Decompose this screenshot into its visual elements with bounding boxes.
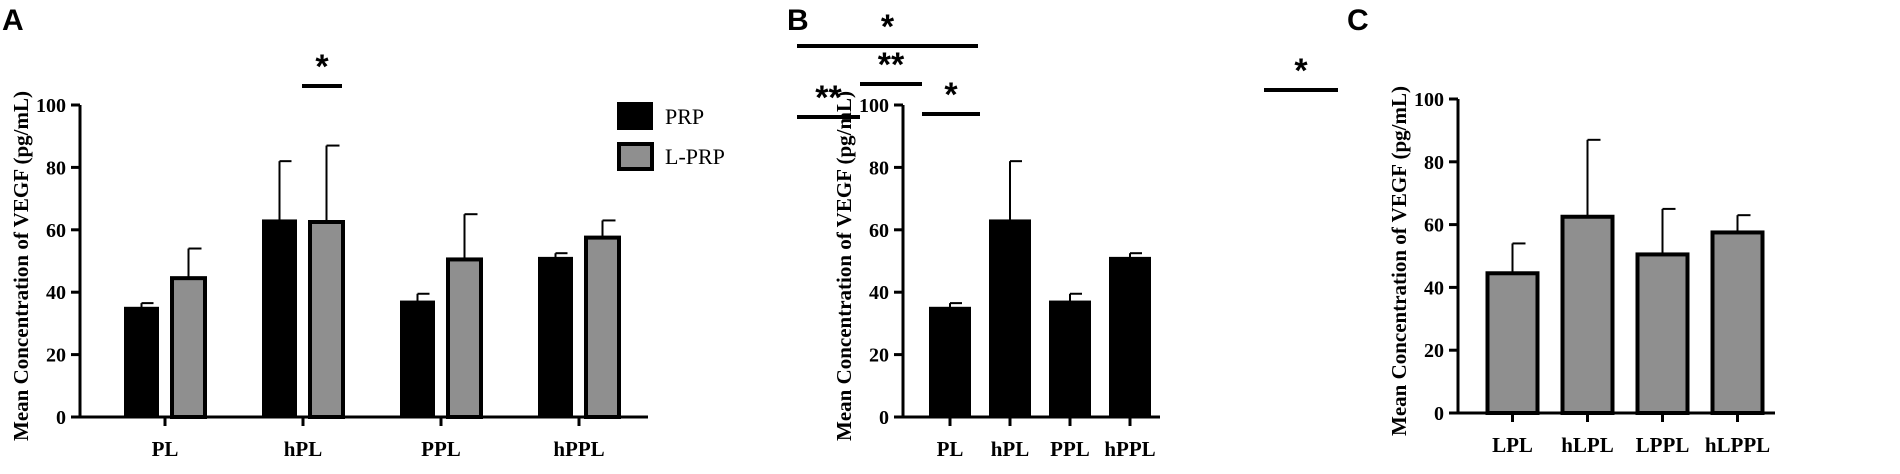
- bar-c-hlppl: [1710, 230, 1765, 415]
- bar-b-pl: [929, 306, 971, 418]
- y-tick-label-c: 80: [1424, 152, 1444, 174]
- bar-a-pl-lprp: [170, 276, 207, 419]
- y-tick-label-b: 0: [879, 407, 889, 429]
- y-axis-label-c: Mean Concentration of VEGF (pg/mL): [1387, 86, 1411, 436]
- significance-label-b: **: [878, 46, 905, 84]
- bar-a-ppl-lprp: [446, 257, 483, 419]
- y-tick-label-c: 60: [1424, 215, 1444, 237]
- bar-a-hpl-lprp: [308, 220, 345, 419]
- y-tick-label-c: 100: [1414, 89, 1444, 111]
- y-tick-label-a: 20: [46, 345, 66, 367]
- y-tick-label-c: 0: [1434, 403, 1444, 425]
- y-axis-label-a: Mean Concentration of VEGF (pg/mL): [9, 91, 33, 441]
- x-tick-label-a: PPL: [421, 437, 461, 461]
- x-tick-label-a: hPPL: [553, 437, 604, 461]
- x-tick-label-c: hLPPL: [1705, 433, 1770, 457]
- legend-swatch-lprp: [617, 142, 654, 171]
- x-tick-label-c: LPPL: [1636, 433, 1690, 457]
- significance-label-b: **: [815, 79, 842, 117]
- y-tick-label-a: 0: [56, 407, 66, 429]
- y-tick-label-a: 80: [46, 157, 66, 179]
- y-tick-label-b: 60: [869, 220, 889, 242]
- y-tick-label-b: 100: [859, 95, 889, 117]
- bar-a-hpl-prp: [262, 219, 297, 418]
- x-tick-label-b: PPL: [1050, 437, 1090, 461]
- significance-label-b: *: [944, 76, 958, 114]
- legend-label-lprp: L-PRP: [665, 144, 725, 169]
- y-tick-label-a: 40: [46, 282, 66, 304]
- bar-b-ppl: [1049, 300, 1091, 418]
- bar-a-ppl-prp: [400, 300, 435, 418]
- bar-b-hppl: [1109, 256, 1151, 418]
- legend-swatch-prp: [617, 102, 653, 130]
- x-tick-label-c: LPL: [1492, 433, 1533, 457]
- legend-label-prp: PRP: [665, 104, 704, 129]
- y-tick-label-a: 60: [46, 220, 66, 242]
- significance-label-a: *: [315, 48, 329, 86]
- significance-label-c: *: [1294, 52, 1308, 90]
- y-tick-label-b: 80: [869, 157, 889, 179]
- x-tick-label-a: PL: [152, 437, 179, 461]
- x-tick-label-b: hPPL: [1104, 437, 1155, 461]
- bar-c-lppl: [1635, 252, 1690, 415]
- y-tick-label-b: 40: [869, 282, 889, 304]
- significance-label-b: *: [881, 8, 895, 46]
- y-tick-label-b: 20: [869, 345, 889, 367]
- x-tick-label-c: hLPL: [1561, 433, 1614, 457]
- panel-b-letter: B: [787, 4, 809, 37]
- panel-a-letter: A: [2, 4, 24, 37]
- bar-b-hpl: [989, 219, 1031, 418]
- legend: PRP L-PRP: [617, 102, 725, 171]
- bar-a-hppl-lprp: [584, 235, 621, 419]
- y-tick-label-a: 100: [36, 95, 66, 117]
- panel-c-letter: C: [1347, 4, 1369, 37]
- x-tick-label-b: hPL: [991, 437, 1030, 461]
- x-tick-label-a: hPL: [284, 437, 323, 461]
- y-tick-label-c: 20: [1424, 340, 1444, 362]
- y-tick-label-c: 40: [1424, 277, 1444, 299]
- bar-a-hppl-prp: [538, 256, 573, 418]
- x-tick-label-b: PL: [937, 437, 964, 461]
- bar-c-lpl: [1485, 271, 1540, 415]
- y-axis-label-b: Mean Concentration of VEGF (pg/mL): [832, 91, 856, 441]
- bar-a-pl-prp: [124, 306, 159, 418]
- bar-c-hlpl: [1560, 214, 1615, 415]
